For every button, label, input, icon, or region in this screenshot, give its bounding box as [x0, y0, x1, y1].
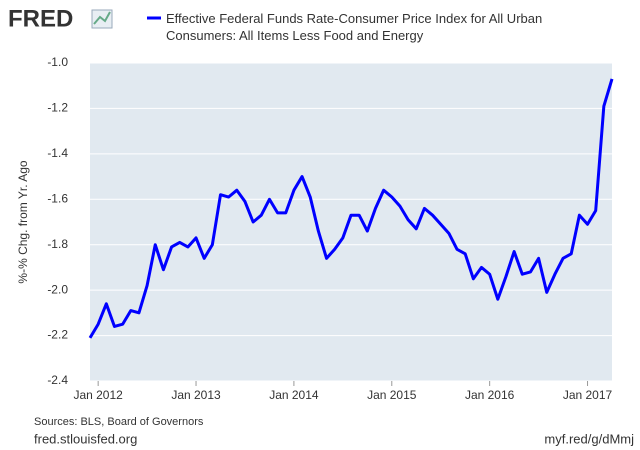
x-tick-label: Jan 2014: [269, 388, 319, 402]
y-tick-label: -2.4: [47, 373, 68, 387]
x-tick-label: Jan 2015: [367, 388, 417, 402]
y-tick-label: -2.0: [47, 282, 68, 296]
x-tick-label: Jan 2013: [171, 388, 221, 402]
x-tick-label: Jan 2012: [73, 388, 123, 402]
x-tick-label: Jan 2016: [465, 388, 515, 402]
y-tick-label: -1.4: [47, 146, 68, 160]
logo: FRED: [8, 5, 73, 32]
x-tick-label: Jan 2017: [563, 388, 613, 402]
y-tick-label: -1.8: [47, 237, 68, 251]
logo-icon-line: [93, 11, 111, 25]
plot-area: [90, 63, 612, 381]
y-tick-label: -1.2: [47, 101, 68, 115]
y-tick-label: -1.0: [47, 55, 68, 69]
legend-label: Effective Federal Funds Rate-Consumer Pr…: [166, 11, 543, 43]
source: Sources: BLS, Board of Governors: [34, 416, 204, 428]
footer-right: myf.red/g/dMmj: [544, 431, 634, 446]
footer-left: fred.stlouisfed.org: [34, 431, 137, 446]
series-line: [88, 78, 614, 339]
y-tick-label: -1.6: [47, 191, 68, 205]
y-tick-label: -2.2: [47, 328, 68, 342]
y-axis-label: %-% Chg. from Yr. Ago: [16, 160, 30, 283]
